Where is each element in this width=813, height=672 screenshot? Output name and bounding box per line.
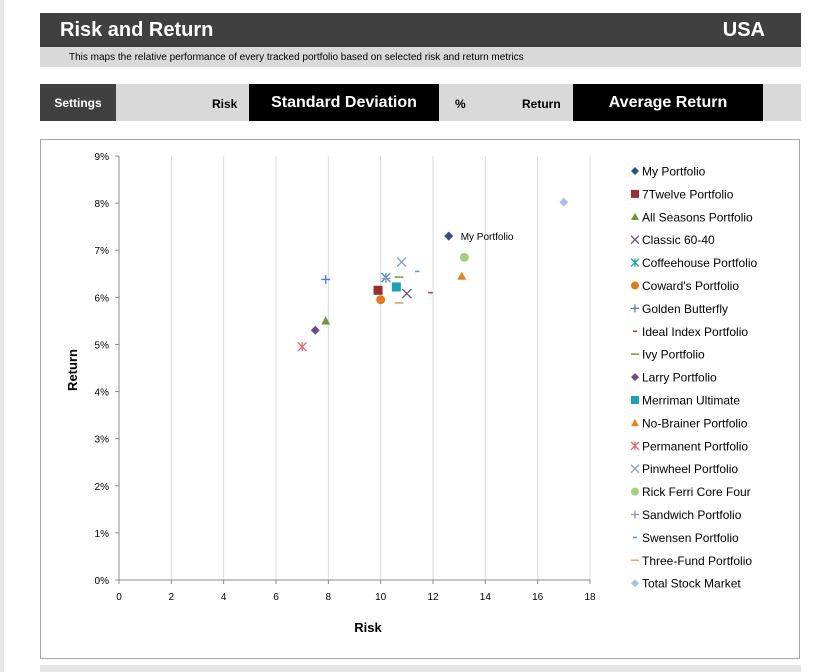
data-point-no-brainer-portfolio xyxy=(457,271,467,280)
chart-frame: 0% 1% 2% 3% 4% 5% 6% 7% 8% 9% 0 2 4 6 8 10 12 14 16 18 My P… xyxy=(40,139,800,659)
x-tick-label: 14 xyxy=(480,592,492,603)
page-bottom-edge xyxy=(40,665,801,672)
legend-label-ivy-portfolio: Ivy Portfolio xyxy=(642,348,705,362)
axes xyxy=(115,155,591,584)
x-tick-label: 6 xyxy=(273,592,279,603)
legend-marker-sandwich-portfolio xyxy=(631,510,639,519)
risk-metric-select[interactable]: Standard Deviation xyxy=(249,84,439,121)
x-tick-label: 4 xyxy=(221,592,227,603)
data-point-total-stock-market xyxy=(559,197,569,207)
y-tick-label: 6% xyxy=(95,293,110,304)
legend-label-all-seasons-portfolio: All Seasons Portfolio xyxy=(642,210,753,224)
y-tick-label: 4% xyxy=(95,388,110,399)
legend-label-my-portfolio: My Portfolio xyxy=(642,165,706,179)
y-tick-label: 8% xyxy=(95,199,110,210)
data-point-permanent-portfolio xyxy=(297,341,308,352)
country-label: USA xyxy=(722,19,765,41)
legend-marker-all-seasons-portfolio xyxy=(631,212,639,220)
page-header: Risk and Return USA xyxy=(40,13,801,47)
legend-label-three-fund-portfolio: Three-Fund Portfolio xyxy=(642,554,752,568)
legend-label-permanent-portfolio: Permanent Portfolio xyxy=(642,439,748,453)
x-tick-label: 0 xyxy=(116,592,122,603)
risk-label: Risk xyxy=(212,97,238,111)
legend-marker-permanent-portfolio xyxy=(630,441,640,451)
legend-marker-larry-portfolio xyxy=(631,373,639,382)
settings-bar: Settings Risk Standard Deviation % Retur… xyxy=(40,84,801,121)
legend-label-no-brainer-portfolio: No-Brainer Portfolio xyxy=(642,416,748,430)
x-tick-label: 16 xyxy=(532,592,544,603)
data-point-coward-s-portfolio xyxy=(376,295,386,305)
data-point-larry-portfolio xyxy=(310,325,320,335)
y-tick-label: 2% xyxy=(95,482,110,493)
data-point-all-seasons-portfolio xyxy=(321,316,331,325)
legend-label-7twelve-portfolio: 7Twelve Portfolio xyxy=(642,187,734,201)
data-point-classic-60-40 xyxy=(401,288,412,299)
settings-button[interactable]: Settings xyxy=(40,84,116,121)
x-tick-label: 12 xyxy=(427,592,439,603)
x-tick-label: 8 xyxy=(326,592,332,603)
y-axis-label: Return xyxy=(65,349,80,391)
legend-marker-merriman-ultimate xyxy=(631,396,639,404)
x-tick-label: 2 xyxy=(169,592,175,603)
y-tick-label: 9% xyxy=(95,152,110,163)
data-point-7twelve-portfolio xyxy=(373,285,383,295)
subtitle-text: This maps the relative performance of ev… xyxy=(69,52,524,63)
legend-marker-no-brainer-portfolio xyxy=(631,418,639,427)
x-axis-label: Risk xyxy=(354,620,382,635)
data-point-sandwich-portfolio xyxy=(381,273,391,283)
legend-label-total-stock-market: Total Stock Market xyxy=(642,577,741,591)
x-tick-label: 10 xyxy=(375,592,387,603)
risk-return-scatter-chart: 0% 1% 2% 3% 4% 5% 6% 7% 8% 9% 0 2 4 6 8 10 12 14 16 18 My P… xyxy=(65,152,758,635)
unit-label: % xyxy=(455,97,466,111)
data-point-my-portfolio xyxy=(444,231,454,241)
legend-marker-coward-s-portfolio xyxy=(631,281,639,290)
subtitle-bar: This maps the relative performance of ev… xyxy=(40,47,801,67)
legend-label-sandwich-portfolio: Sandwich Portfolio xyxy=(642,508,742,522)
legend-marker-my-portfolio xyxy=(631,167,639,175)
legend-label-larry-portfolio: Larry Portfolio xyxy=(642,371,717,385)
legend-label-golden-butterfly: Golden Butterfly xyxy=(642,302,728,316)
page-title: Risk and Return xyxy=(60,19,214,41)
y-tick-label: 3% xyxy=(95,435,110,446)
legend-label-merriman-ultimate: Merriman Ultimate xyxy=(642,394,740,408)
legend-label-coward-s-portfolio: Coward's Portfolio xyxy=(642,279,739,293)
y-tick-label: 5% xyxy=(95,340,110,351)
legend-marker-rick-ferri-core-four xyxy=(631,487,639,496)
y-tick-label: 1% xyxy=(95,529,110,540)
data-point-rick-ferri-core-four xyxy=(459,252,469,262)
legend-marker-pinwheel-portfolio xyxy=(630,464,640,474)
x-tick-label: 18 xyxy=(584,592,596,603)
data-point-merriman-ultimate xyxy=(391,282,401,292)
tick-labels: 0% 1% 2% 3% 4% 5% 6% 7% 8% 9% 0 2 4 6 8 10 12 14 16 18 xyxy=(95,152,596,603)
legend-marker-total-stock-market xyxy=(631,579,639,588)
legend-label-coffeehouse-portfolio: Coffeehouse Portfolio xyxy=(642,256,758,270)
data-points xyxy=(297,197,569,352)
legend-label-classic-60-40: Classic 60-40 xyxy=(642,233,715,247)
legend-label-ideal-index-portfolio: Ideal Index Portfolio xyxy=(642,325,748,339)
legend-marker-golden-butterfly xyxy=(631,304,639,313)
legend: My Portfolio 7Twelve Portfolio All Seasons… xyxy=(630,165,758,591)
legend-marker-coffeehouse-portfolio xyxy=(630,258,640,268)
return-label: Return xyxy=(522,97,561,111)
grid-lines xyxy=(170,156,591,580)
legend-label-rick-ferri-core-four: Rick Ferri Core Four xyxy=(642,485,751,499)
legend-marker-classic-60-40 xyxy=(630,235,640,245)
y-tick-label: 7% xyxy=(95,246,110,257)
legend-marker-7twelve-portfolio xyxy=(631,189,639,198)
return-metric-select[interactable]: Average Return xyxy=(573,84,763,121)
legend-label-pinwheel-portfolio: Pinwheel Portfolio xyxy=(642,462,738,476)
data-point-pinwheel-portfolio xyxy=(396,257,407,267)
data-label-my-portfolio: My Portfolio xyxy=(461,232,514,243)
y-tick-label: 0% xyxy=(95,576,110,587)
data-point-golden-butterfly xyxy=(321,274,331,284)
annotations: My Portfolio xyxy=(461,232,514,243)
legend-label-swensen-portfolio: Swensen Portfolio xyxy=(642,531,739,545)
page-edge xyxy=(0,0,4,672)
